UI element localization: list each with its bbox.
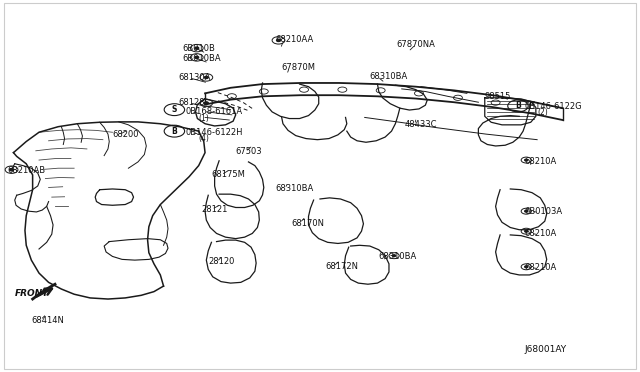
Circle shape [195,56,198,58]
Text: 0B146-6122G: 0B146-6122G [524,102,582,111]
Text: 48433C: 48433C [404,121,436,129]
Text: 68210AA: 68210AA [275,35,314,44]
Text: 68175M: 68175M [211,170,245,179]
Circle shape [525,210,528,212]
Text: S: S [172,105,177,114]
Text: 28120: 28120 [208,257,235,266]
Text: B: B [172,126,177,136]
Text: 68210A: 68210A [524,229,557,238]
Text: 68210A: 68210A [524,157,557,166]
Text: J68001AY: J68001AY [524,345,566,354]
Text: 68210AB: 68210AB [7,166,45,174]
Text: 6B0103A: 6B0103A [524,207,563,216]
Text: 68170N: 68170N [291,219,324,228]
Text: 68310BA: 68310BA [379,252,417,261]
Text: 68200: 68200 [113,130,139,140]
Text: 0B168-6161A: 0B168-6161A [186,108,243,116]
Text: 68210A: 68210A [524,263,557,272]
Circle shape [204,76,208,78]
Text: 68128: 68128 [178,99,205,108]
Text: 68130A: 68130A [178,73,211,82]
Text: 67870NA: 67870NA [397,40,435,49]
Text: 68172N: 68172N [325,262,358,271]
Text: FRONT: FRONT [15,289,49,298]
Circle shape [195,47,198,49]
Text: 67870M: 67870M [282,63,316,72]
Text: 28121: 28121 [201,205,228,214]
Circle shape [525,230,528,232]
Text: 68310BA: 68310BA [275,185,314,193]
Text: 98515: 98515 [484,92,511,101]
Text: 6B010B: 6B010B [182,44,216,52]
Circle shape [525,159,528,161]
Text: 0B146-6122H: 0B146-6122H [186,128,243,137]
Text: 6B010BA: 6B010BA [182,54,221,62]
Text: (4): (4) [198,134,209,144]
Text: (2): (2) [537,108,548,117]
Text: 67503: 67503 [236,147,262,156]
Circle shape [276,39,280,41]
Circle shape [204,102,208,104]
Circle shape [10,169,13,171]
Circle shape [525,266,528,268]
Text: 68310BA: 68310BA [370,72,408,81]
Text: (1): (1) [198,114,209,123]
Text: B: B [515,102,521,110]
Circle shape [392,255,396,257]
Text: 68414N: 68414N [31,316,64,325]
